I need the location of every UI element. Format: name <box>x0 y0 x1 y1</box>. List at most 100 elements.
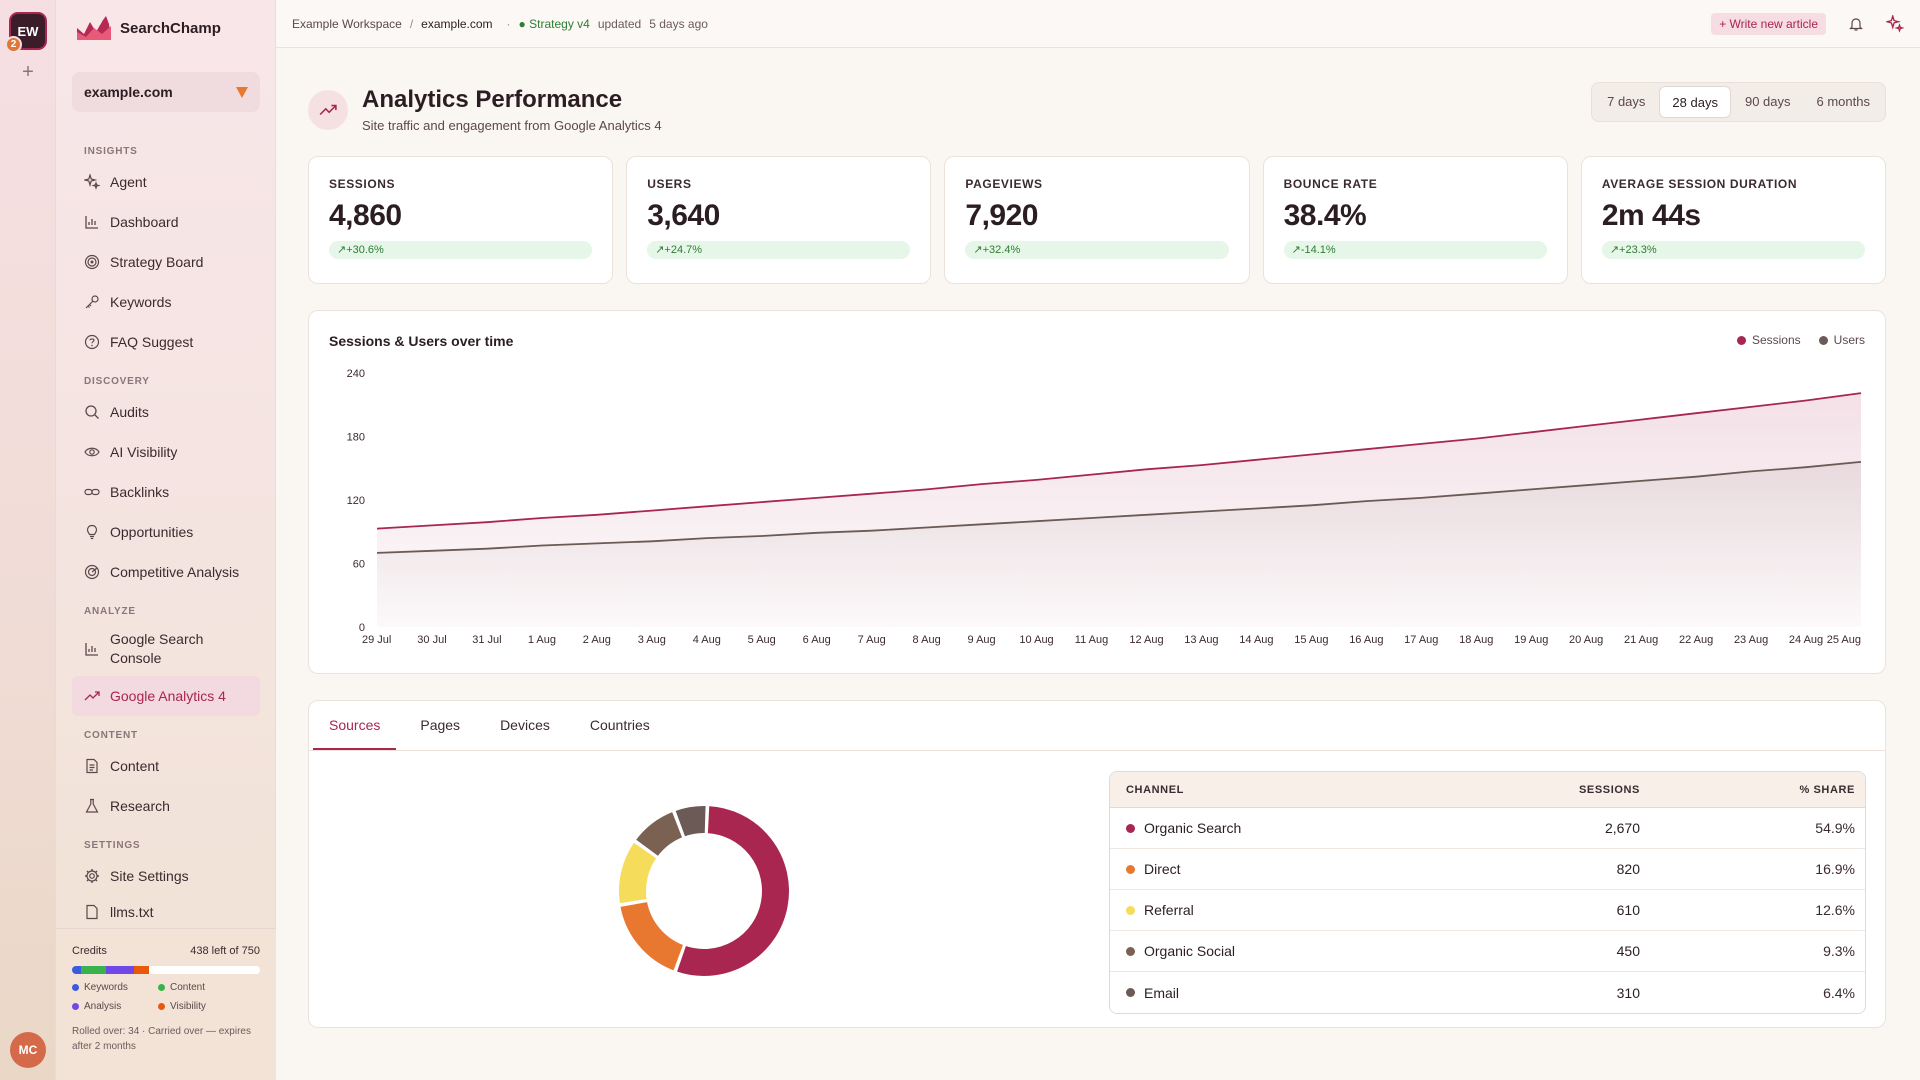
range-90-days[interactable]: 90 days <box>1744 94 1791 109</box>
nav-section-settings: SETTINGS <box>84 840 141 851</box>
x-tick-label: 30 Jul <box>417 634 446 646</box>
nav-section-insights: INSIGHTS <box>84 146 138 157</box>
sidebar-item-label: Keywords <box>110 294 172 310</box>
nav-section-discovery: DISCOVERY <box>84 376 150 387</box>
sidebar-item-research[interactable]: Research <box>72 786 260 826</box>
channel-color-dot <box>1126 864 1135 874</box>
write-new-article-button[interactable]: + Write new article <box>1711 13 1826 35</box>
sparkles-icon[interactable] <box>1886 15 1904 33</box>
metric-delta: ↗+23.3% <box>1601 241 1866 259</box>
credits-usage-segment <box>72 966 82 974</box>
donut-slice[interactable] <box>617 839 659 906</box>
x-tick-label: 16 Aug <box>1349 634 1383 646</box>
x-tick-label: 25 Aug <box>1827 634 1861 646</box>
eye-icon <box>84 447 100 457</box>
x-tick-label: 31 Jul <box>472 634 501 646</box>
x-tick-label: 21 Aug <box>1624 634 1658 646</box>
y-tick-label: 60 <box>353 559 365 571</box>
sidebar-item-label: Dashboard <box>110 214 179 230</box>
x-tick-label: 12 Aug <box>1129 634 1163 646</box>
x-tick-label: 10 Aug <box>1019 634 1053 646</box>
tab-devices[interactable]: Devices <box>500 717 550 733</box>
add-workspace-icon[interactable]: + <box>22 61 34 83</box>
sidebar-item-label: Google Search Console <box>110 631 204 666</box>
series-line-users[interactable] <box>376 461 1862 554</box>
x-tick-label: 8 Aug <box>913 634 941 646</box>
sidebar-item-strategy-board[interactable]: Strategy Board <box>72 242 260 282</box>
donut-slice[interactable] <box>633 809 685 859</box>
sidebar-item-google-search-console[interactable]: Google Search Console <box>72 622 260 676</box>
table-row[interactable]: Email 310 6.4% <box>1110 972 1865 1013</box>
sidebar-item-label: Google Analytics 4 <box>110 688 226 704</box>
sidebar-item-audits[interactable]: Audits <box>72 392 260 432</box>
metric-label: BOUNCE RATE <box>1283 177 1378 191</box>
donut-slice[interactable] <box>674 804 791 978</box>
tab-pages[interactable]: Pages <box>420 717 461 733</box>
channel-share: 6.4% <box>1823 984 1855 1001</box>
channel-color-dot <box>1126 905 1135 915</box>
sidebar-item-site-settings[interactable]: Site Settings <box>72 856 260 896</box>
strategy-status[interactable]: ● Strategy v4 <box>518 16 590 31</box>
sidebar-item-label: Competitive Analysis <box>110 564 240 580</box>
channel-color-dot <box>1126 988 1135 997</box>
sidebar-item-faq-suggest[interactable]: FAQ Suggest <box>72 322 260 362</box>
sidebar-item-label: Content <box>110 758 160 774</box>
x-tick-label: 24 Aug <box>1789 634 1823 646</box>
column-header-sessions[interactable]: SESSIONS <box>1578 783 1640 796</box>
tab-sources[interactable]: Sources <box>313 701 397 750</box>
table-header: CHANNEL SESSIONS % SHARE <box>1110 772 1865 808</box>
table-row[interactable]: Direct 820 16.9% <box>1110 849 1865 890</box>
sidebar-item-google-analytics-4[interactable]: Google Analytics 4 <box>72 676 260 716</box>
sources-donut-chart <box>617 804 791 978</box>
sidebar-item-llms-txt[interactable]: llms.txt <box>72 896 260 926</box>
key-icon <box>85 295 99 309</box>
channel-sessions: 820 <box>1616 861 1640 877</box>
user-avatar[interactable]: MC <box>10 1032 46 1068</box>
sidebar-item-content[interactable]: Content <box>72 746 260 786</box>
channel-name: Organic Search <box>1144 820 1242 836</box>
table-row[interactable]: Organic Social 450 9.3% <box>1110 931 1865 972</box>
credits-panel: Credits 438 left of 750 Keywords Content… <box>56 928 276 1080</box>
sidebar-item-ai-visibility[interactable]: AI Visibility <box>72 432 260 472</box>
column-header-channel[interactable]: CHANNEL <box>1126 783 1184 796</box>
sidebar-item-competitive-analysis[interactable]: Competitive Analysis <box>72 552 260 592</box>
breadcrumb-site[interactable]: example.com <box>421 16 493 31</box>
x-tick-label: 18 Aug <box>1459 634 1493 646</box>
donut-slice[interactable] <box>673 804 708 839</box>
sidebar-item-label: AI Visibility <box>110 444 178 460</box>
sidebar-item-agent[interactable]: Agent <box>72 162 260 202</box>
metric-delta: ↗+30.6% <box>329 241 593 259</box>
table-row[interactable]: Referral 610 12.6% <box>1110 890 1865 931</box>
range-7-days[interactable]: 7 days <box>1607 94 1646 109</box>
metric-card-pageviews: PAGEVIEWS 7,920 ↗+32.4% <box>944 156 1250 284</box>
range-6-months[interactable]: 6 months <box>1816 94 1870 109</box>
updated-label: updated <box>597 16 642 31</box>
sidebar-item-dashboard[interactable]: Dashboard <box>72 202 260 242</box>
sidebar-item-opportunities[interactable]: Opportunities <box>72 512 260 552</box>
series-line-sessions[interactable] <box>376 392 1862 530</box>
sidebar-item-backlinks[interactable]: Backlinks <box>72 472 260 512</box>
dot-separator: · <box>506 16 511 31</box>
x-tick-label: 5 Aug <box>748 634 776 646</box>
range-28-days[interactable]: 28 days <box>1659 86 1731 118</box>
tab-countries[interactable]: Countries <box>589 717 650 733</box>
sidebar-nav: INSIGHTS Agent Dashboard Strategy Board … <box>72 142 260 926</box>
y-tick-label: 0 <box>359 622 365 634</box>
donut-slice[interactable] <box>618 899 686 973</box>
brand[interactable]: SearchChamp <box>76 14 221 42</box>
bell-icon[interactable] <box>1848 16 1864 32</box>
credits-usage-bar <box>72 966 260 974</box>
site-selector[interactable]: example.com <box>72 72 260 112</box>
sidebar-item-keywords[interactable]: Keywords <box>72 282 260 322</box>
channel-share: 9.3% <box>1823 943 1855 959</box>
page-title: Analytics Performance <box>362 86 623 113</box>
column-header-share[interactable]: % SHARE <box>1799 783 1855 796</box>
table-row[interactable]: Organic Search 2,670 54.9% <box>1110 808 1865 849</box>
x-tick-label: 2 Aug <box>583 634 611 646</box>
metric-label: SESSIONS <box>329 177 396 191</box>
metric-value: 3,640 <box>647 199 720 232</box>
x-tick-label: 9 Aug <box>968 634 996 646</box>
y-tick-label: 240 <box>347 368 365 380</box>
metric-cards: SESSIONS 4,860 ↗+30.6% USERS 3,640 ↗+24.… <box>308 156 1887 284</box>
breadcrumb-workspace[interactable]: Example Workspace <box>292 16 402 31</box>
